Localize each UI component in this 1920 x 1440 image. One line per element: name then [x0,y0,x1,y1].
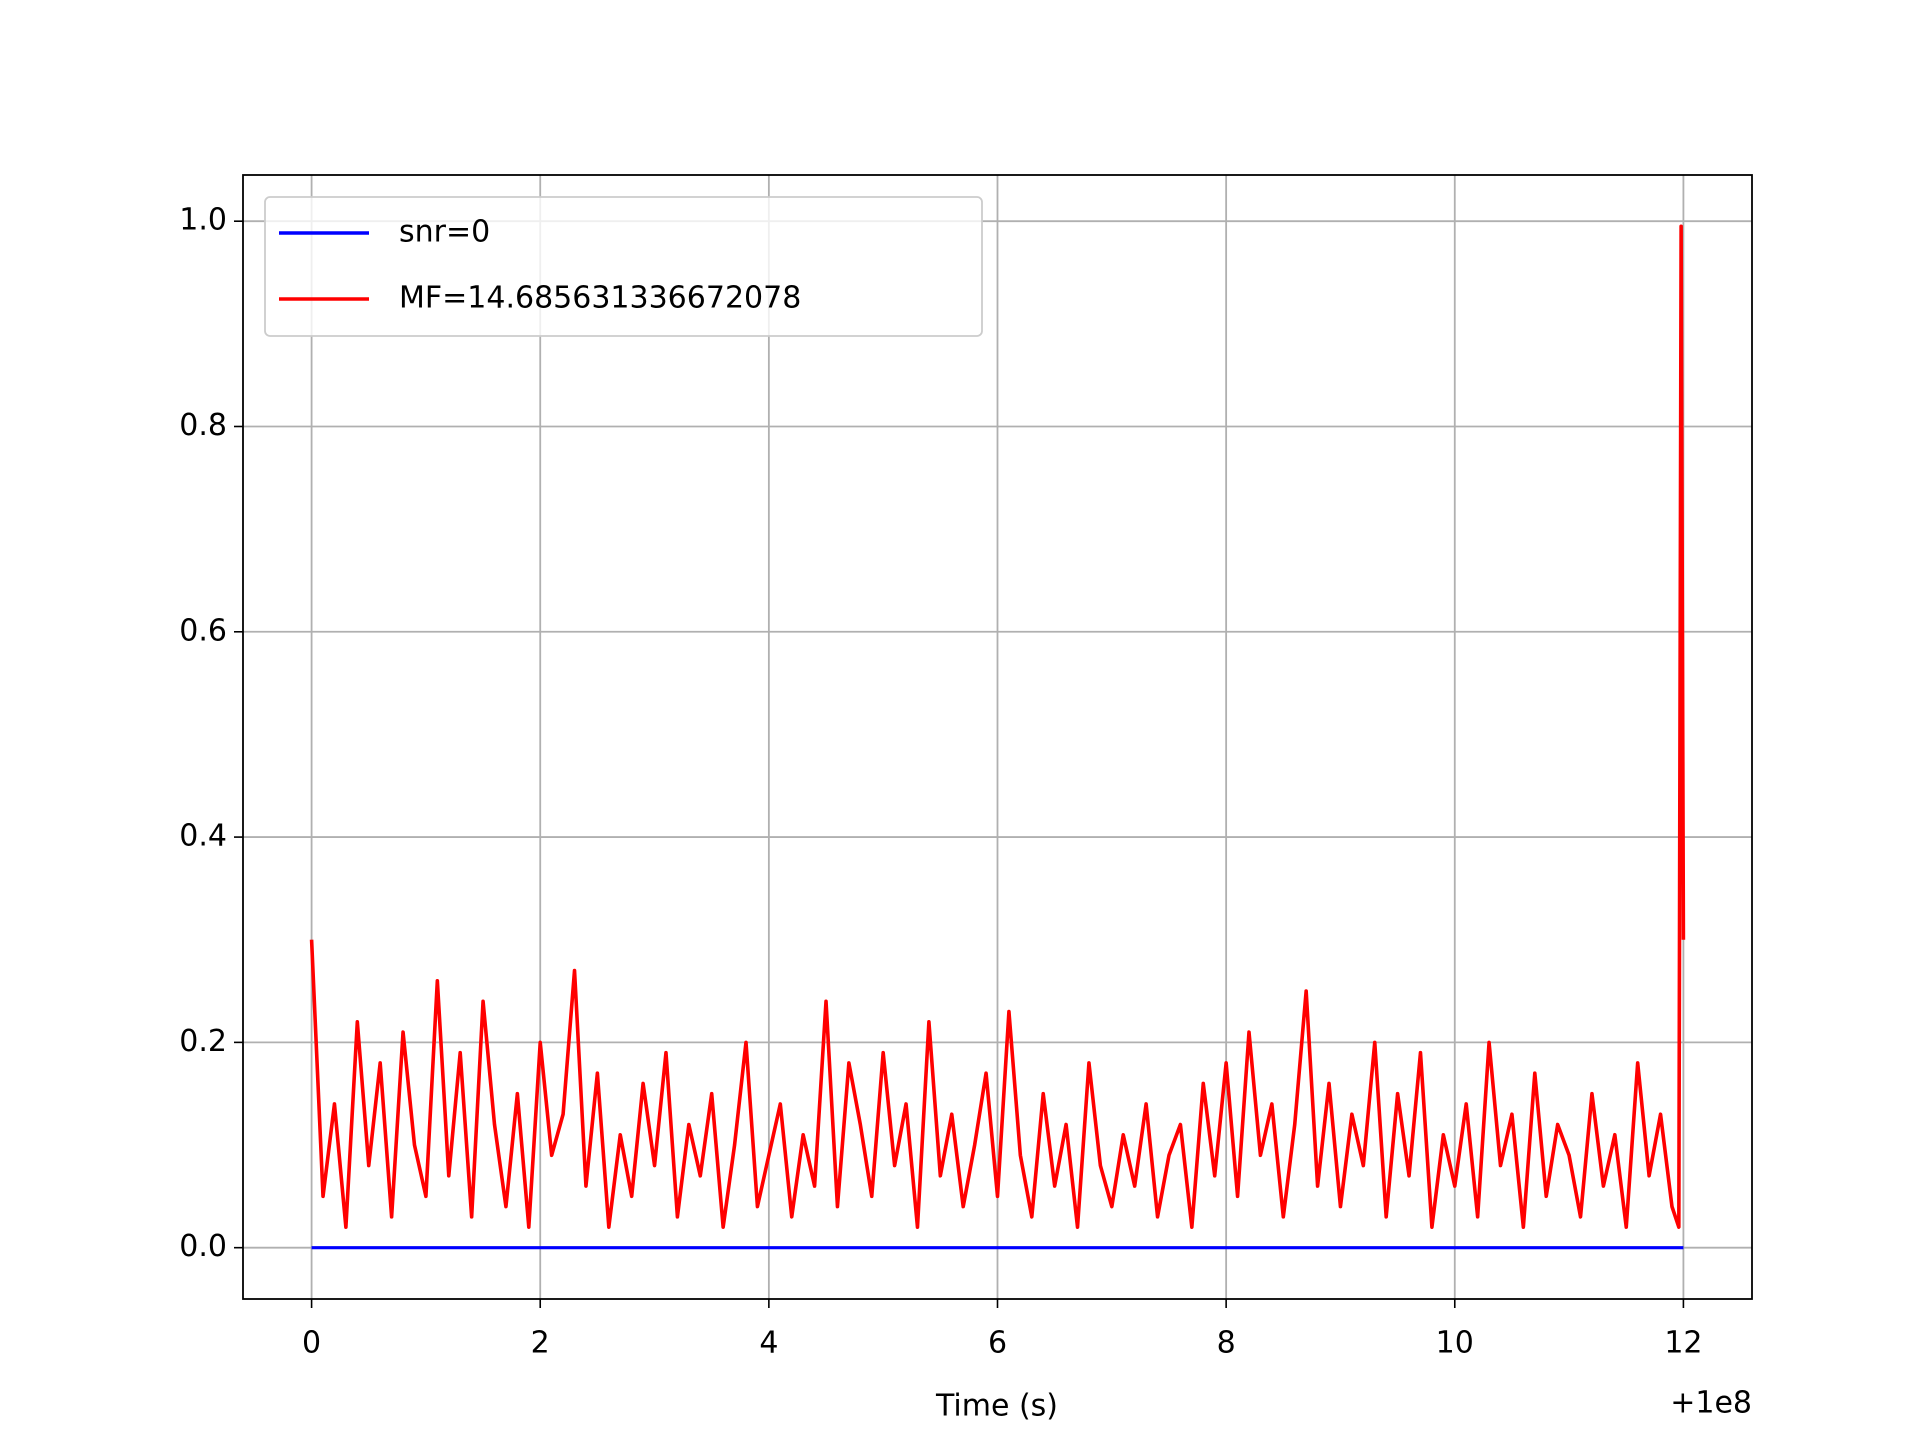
x-tick-label: 0 [302,1326,321,1361]
y-tick-label: 0.6 [179,613,227,648]
y-tick-label: 1.0 [179,203,227,238]
plot-frame [242,174,1753,1300]
x-offset-label: +1e8 [1670,1386,1752,1421]
y-tick-label: 0.2 [179,1024,227,1059]
x-tick-label: 2 [531,1326,550,1361]
y-tick-label: 0.4 [179,819,227,854]
x-tick-label: 12 [1664,1326,1702,1361]
x-tick-label: 4 [759,1326,778,1361]
x-tick-label: 6 [988,1326,1007,1361]
data-line [309,224,1686,1229]
legend-box [264,196,983,337]
legend-label: MF=14.685631336672078 [399,281,801,316]
x-tick-label: 10 [1436,1326,1474,1361]
x-axis-label: Time (s) [935,1389,1058,1424]
y-tick-label: 0.8 [179,408,227,443]
legend-label: snr=0 [399,215,490,250]
x-tick-label: 8 [1217,1326,1236,1361]
y-tick-label: 0.0 [179,1229,227,1264]
